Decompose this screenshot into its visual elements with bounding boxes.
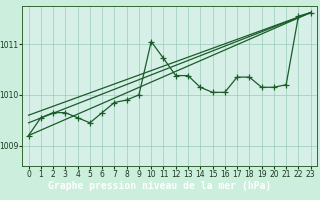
Text: Graphe pression niveau de la mer (hPa): Graphe pression niveau de la mer (hPa) [48, 181, 272, 191]
